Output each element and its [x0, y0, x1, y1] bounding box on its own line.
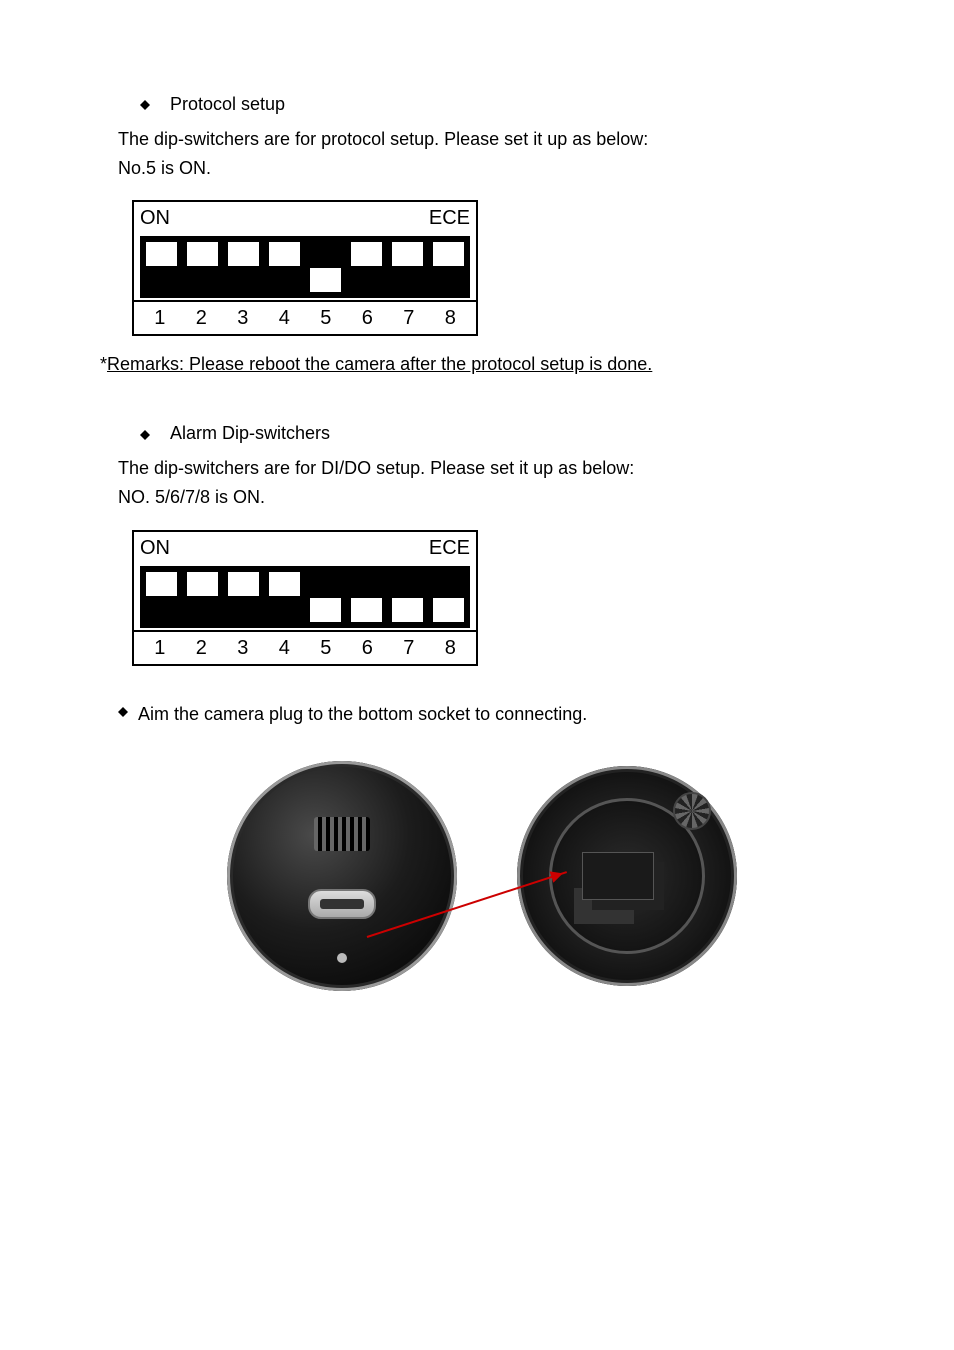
dip-slot-7 — [390, 242, 425, 292]
camera-photo — [217, 746, 737, 1006]
dip-slider-1 — [146, 242, 177, 266]
bottom-socket — [308, 889, 376, 919]
dip-slider-4 — [269, 242, 300, 266]
dip-slot-1 — [144, 242, 179, 292]
remarks-asterisk: * — [100, 354, 107, 374]
remarks-line: *Remarks: Please reboot the camera after… — [100, 350, 854, 379]
bullet-alarm-dip: Alarm Dip-switchers — [140, 419, 854, 448]
dip-number-3: 3 — [225, 302, 261, 334]
dip-slider-4 — [269, 572, 300, 596]
bullet-diamond-icon — [118, 702, 128, 712]
connector-bars — [314, 817, 370, 851]
dip-slider-1 — [146, 572, 177, 596]
bullet-diamond-icon — [140, 425, 150, 435]
dip-slider-3 — [228, 242, 259, 266]
dip-slot-7 — [390, 572, 425, 622]
dip-slot-3 — [226, 572, 261, 622]
dip-slot-8 — [431, 242, 466, 292]
camera-photo-wrap — [100, 746, 854, 1006]
dip-frame: ON ECE 12345678 — [132, 200, 478, 336]
heading-alarm-dip: Alarm Dip-switchers — [170, 419, 330, 448]
dip-number-row: 12345678 — [134, 300, 476, 334]
dip-number-8: 8 — [433, 302, 469, 334]
dip-top-labels: ON ECE — [134, 202, 476, 234]
dip-slot-6 — [349, 572, 384, 622]
dip-slider-2 — [187, 572, 218, 596]
dip-slider-5 — [310, 268, 341, 292]
bullet-diamond-icon — [140, 95, 150, 105]
dip-number-7: 7 — [391, 302, 427, 334]
dip-slot-1 — [144, 572, 179, 622]
heading-protocol-setup: Protocol setup — [170, 90, 285, 119]
dip-figure-protocol: ON ECE 12345678 — [132, 200, 478, 336]
dip-slot-5 — [308, 242, 343, 292]
dip-slider-5 — [310, 598, 341, 622]
dip-body — [140, 566, 470, 628]
dip-label-on: ON — [140, 202, 170, 234]
fan-icon — [673, 792, 711, 830]
dip-slot-3 — [226, 242, 261, 292]
dip-frame: ON ECE 12345678 — [132, 530, 478, 666]
dip-number-1: 1 — [142, 632, 178, 664]
dip-label-ece: ECE — [429, 532, 470, 564]
dip-slot-8 — [431, 572, 466, 622]
dip-number-2: 2 — [184, 302, 220, 334]
dip-slider-8 — [433, 242, 464, 266]
dip-number-3: 3 — [225, 632, 261, 664]
alarm-line2: NO. 5/6/7/8 is ON. — [118, 483, 854, 512]
document-page: Protocol setup The dip-switchers are for… — [0, 0, 954, 1350]
dip-slider-2 — [187, 242, 218, 266]
dip-slot-6 — [349, 242, 384, 292]
dip-slot-2 — [185, 242, 220, 292]
dip-figure-alarm: ON ECE 12345678 — [132, 530, 478, 666]
remarks-text: Remarks: Please reboot the camera after … — [107, 354, 652, 374]
dip-number-7: 7 — [391, 632, 427, 664]
dip-label-ece: ECE — [429, 202, 470, 234]
dip-slot-4 — [267, 242, 302, 292]
dip-body — [140, 236, 470, 298]
dip-number-6: 6 — [350, 302, 386, 334]
protocol-line1: The dip-switchers are for protocol setup… — [118, 125, 854, 154]
dip-slot-2 — [185, 572, 220, 622]
dip-slider-6 — [351, 598, 382, 622]
dip-number-4: 4 — [267, 302, 303, 334]
dip-slot-4 — [267, 572, 302, 622]
dip-number-5: 5 — [308, 632, 344, 664]
screw-dot — [337, 953, 347, 963]
dip-slot-5 — [308, 572, 343, 622]
aim-camera-text: Aim the camera plug to the bottom socket… — [138, 700, 587, 729]
dip-slider-3 — [228, 572, 259, 596]
dip-slider-8 — [433, 598, 464, 622]
bullet-aim-camera: Aim the camera plug to the bottom socket… — [118, 700, 854, 729]
dip-top-labels: ON ECE — [134, 532, 476, 564]
dip-label-on: ON — [140, 532, 170, 564]
dip-slider-6 — [351, 242, 382, 266]
alarm-line1: The dip-switchers are for DI/DO setup. P… — [118, 454, 854, 483]
bullet-protocol-setup: Protocol setup — [140, 90, 854, 119]
dip-slider-7 — [392, 598, 423, 622]
dip-number-1: 1 — [142, 302, 178, 334]
camera-bottom-disc — [227, 761, 457, 991]
dip-number-8: 8 — [433, 632, 469, 664]
protocol-line2: No.5 is ON. — [118, 154, 854, 183]
dip-number-4: 4 — [267, 632, 303, 664]
dip-slider-7 — [392, 242, 423, 266]
dip-number-6: 6 — [350, 632, 386, 664]
dip-number-row: 12345678 — [134, 630, 476, 664]
dip-number-5: 5 — [308, 302, 344, 334]
dip-number-2: 2 — [184, 632, 220, 664]
